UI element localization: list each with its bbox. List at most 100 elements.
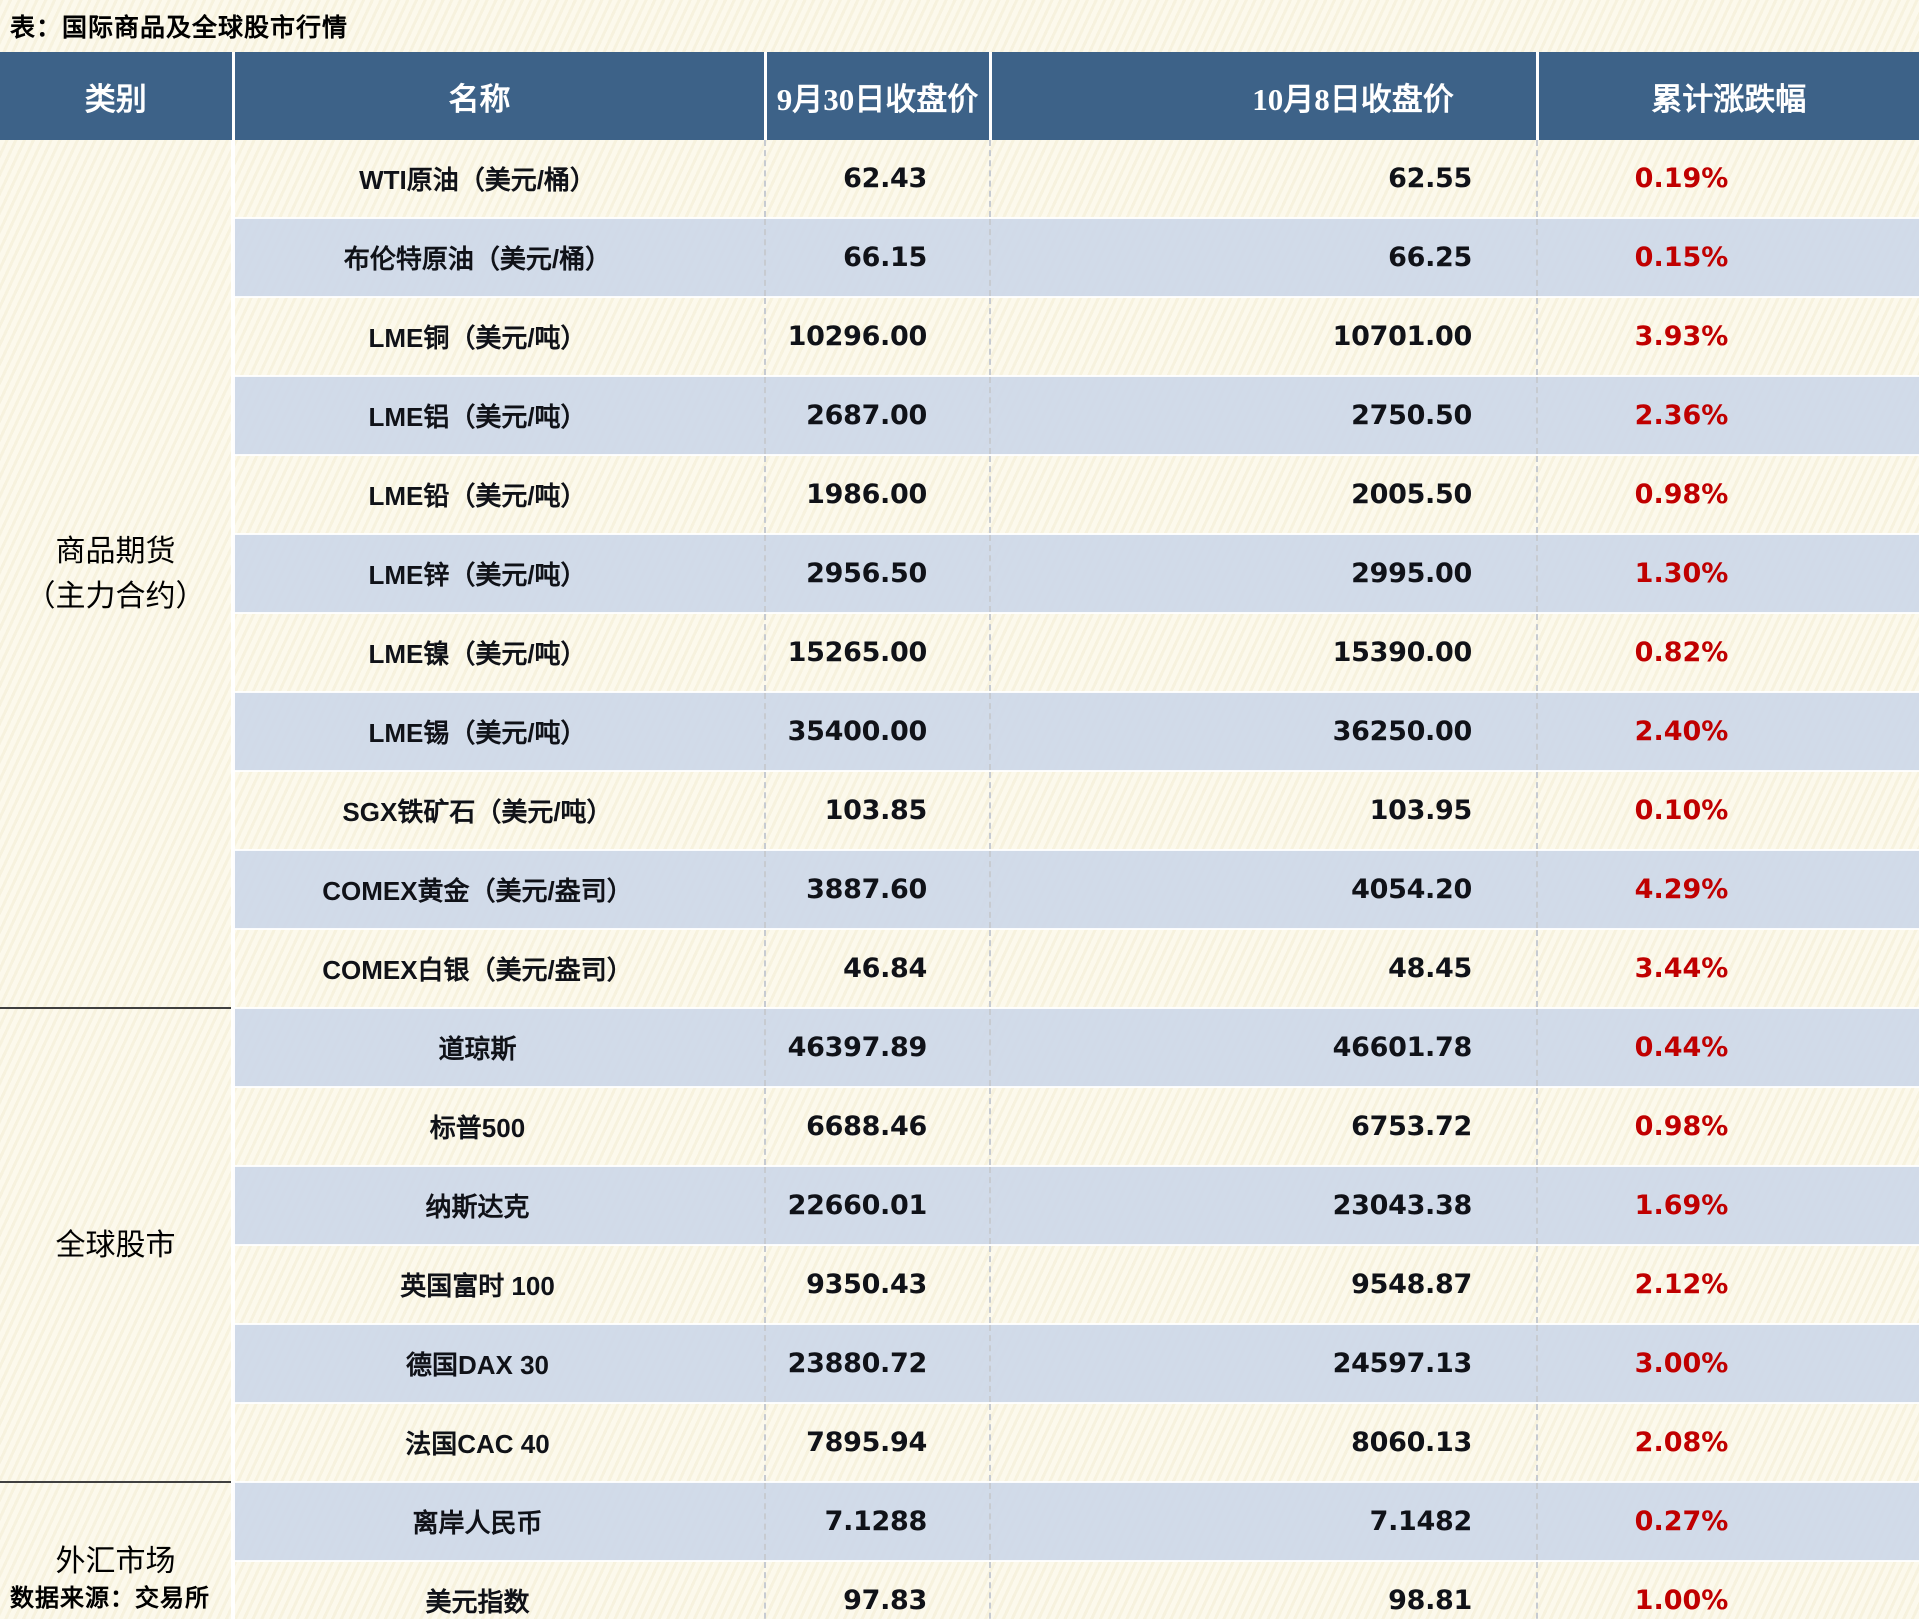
table-row: 标普500 6688.46 6753.72 0.98%	[0, 1087, 1919, 1167]
cell-close-1008: 48.45	[990, 929, 1538, 1009]
header-close-0930: 9月30日收盘价	[765, 52, 992, 140]
header-row: 类别 名称 9月30日收盘价 10月8日收盘价 累计涨跌幅	[0, 52, 1919, 140]
cell-close-0930: 7.1288	[765, 1482, 991, 1562]
cell-change-pct: 0.19%	[1537, 140, 1919, 219]
cell-close-1008: 2005.50	[990, 455, 1538, 535]
cell-close-1008: 36250.00	[990, 692, 1538, 772]
cell-close-1008: 24597.13	[990, 1324, 1538, 1404]
cell-close-0930: 22660.01	[765, 1166, 991, 1246]
cell-name: SGX铁矿石（美元/吨）	[233, 771, 766, 851]
table-row: SGX铁矿石（美元/吨） 103.85 103.95 0.10%	[0, 771, 1919, 851]
table-row: 法国CAC 40 7895.94 8060.13 2.08%	[0, 1403, 1919, 1483]
cell-name: LME铜（美元/吨）	[233, 297, 766, 377]
table-row: COMEX白银（美元/盎司） 46.84 48.45 3.44%	[0, 929, 1919, 1009]
header-close-1008: 10月8日收盘价	[990, 52, 1539, 140]
cell-name: COMEX白银（美元/盎司）	[233, 929, 766, 1009]
table-row: 商品期货 （主力合约） WTI原油（美元/桶） 62.43 62.55 0.19%	[0, 140, 1919, 1008]
cell-name: LME镍（美元/吨）	[233, 613, 766, 693]
cell-close-0930: 2956.50	[765, 534, 991, 614]
category-cell: 全球股市	[0, 1007, 235, 1482]
cell-name: LME锡（美元/吨）	[233, 692, 766, 772]
cell-change-pct: 2.40%	[1537, 692, 1919, 772]
cell-close-0930: 23880.72	[765, 1324, 991, 1404]
category-label-line: 商品期货	[55, 534, 176, 568]
cell-close-0930: 46397.89	[765, 1008, 991, 1088]
cell-name: 布伦特原油（美元/桶）	[233, 218, 766, 298]
cell-name: LME锌（美元/吨）	[233, 534, 766, 614]
header-category: 类别	[0, 52, 235, 140]
cell-close-1008: 23043.38	[990, 1166, 1538, 1246]
cell-name: 德国DAX 30	[233, 1324, 766, 1404]
table-row: 外汇市场 离岸人民币 7.1288 7.1482 0.27%	[0, 1481, 1919, 1619]
table-row: 布伦特原油（美元/桶） 66.15 66.25 0.15%	[0, 218, 1919, 298]
category-label-line: （主力合约）	[25, 579, 206, 613]
cell-name: 标普500	[233, 1087, 766, 1167]
cell-close-0930: 46.84	[765, 929, 991, 1009]
cell-close-0930: 97.83	[765, 1561, 991, 1619]
cell-change-pct: 1.69%	[1537, 1166, 1919, 1246]
table-body: 商品期货 （主力合约） WTI原油（美元/桶） 62.43 62.55 0.19% 布伦特原…	[0, 140, 1919, 1619]
market-table: 类别 名称 9月30日收盘价 10月8日收盘价 累计涨跌幅 商品期货 （主力合约）…	[0, 52, 1919, 1619]
cell-close-1008: 2995.00	[990, 534, 1538, 614]
header-name: 名称	[233, 52, 767, 140]
cell-name: 英国富时 100	[233, 1245, 766, 1325]
table-row: 全球股市 道琼斯 46397.89 46601.78 0.44%	[0, 1007, 1919, 1482]
cell-close-1008: 8060.13	[990, 1403, 1538, 1483]
cell-name: WTI原油（美元/桶）	[233, 140, 766, 219]
table-row: 德国DAX 30 23880.72 24597.13 3.00%	[0, 1324, 1919, 1404]
cell-close-0930: 9350.43	[765, 1245, 991, 1325]
cell-name: 法国CAC 40	[233, 1403, 766, 1483]
category-label-line: 外汇市场	[55, 1544, 176, 1578]
cell-change-pct: 4.29%	[1537, 850, 1919, 930]
cell-close-0930: 66.15	[765, 218, 991, 298]
cell-change-pct: 0.98%	[1537, 1087, 1919, 1167]
cell-change-pct: 2.12%	[1537, 1245, 1919, 1325]
table-row: 英国富时 100 9350.43 9548.87 2.12%	[0, 1245, 1919, 1325]
cell-name: 离岸人民币	[233, 1482, 766, 1562]
table-row: LME铅（美元/吨） 1986.00 2005.50 0.98%	[0, 455, 1919, 535]
cell-close-0930: 10296.00	[765, 297, 991, 377]
category-cell: 外汇市场	[0, 1481, 235, 1619]
cell-change-pct: 2.08%	[1537, 1403, 1919, 1483]
category-label-line: 全球股市	[55, 1228, 176, 1262]
cell-close-1008: 7.1482	[990, 1482, 1538, 1562]
cell-change-pct: 2.36%	[1537, 376, 1919, 456]
table-row: LME铜（美元/吨） 10296.00 10701.00 3.93%	[0, 297, 1919, 377]
cell-close-0930: 15265.00	[765, 613, 991, 693]
table-row: 纳斯达克 22660.01 23043.38 1.69%	[0, 1166, 1919, 1246]
cell-change-pct: 3.93%	[1537, 297, 1919, 377]
cell-change-pct: 0.10%	[1537, 771, 1919, 851]
cell-name: 美元指数	[233, 1561, 766, 1619]
cell-change-pct: 0.44%	[1537, 1008, 1919, 1088]
cell-close-0930: 1986.00	[765, 455, 991, 535]
table-row: LME锌（美元/吨） 2956.50 2995.00 1.30%	[0, 534, 1919, 614]
cell-name: 纳斯达克	[233, 1166, 766, 1246]
cell-change-pct: 0.15%	[1537, 218, 1919, 298]
table-title: 表：国际商品及全球股市行情	[10, 14, 349, 42]
cell-close-0930: 7895.94	[765, 1403, 991, 1483]
cell-close-0930: 2687.00	[765, 376, 991, 456]
cell-name: LME铅（美元/吨）	[233, 455, 766, 535]
cell-change-pct: 0.82%	[1537, 613, 1919, 693]
cell-close-1008: 4054.20	[990, 850, 1538, 930]
cell-close-1008: 15390.00	[990, 613, 1538, 693]
table-row: LME铝（美元/吨） 2687.00 2750.50 2.36%	[0, 376, 1919, 456]
category-cell: 商品期货 （主力合约）	[0, 140, 235, 1008]
header-change-pct: 累计涨跌幅	[1537, 52, 1919, 140]
cell-close-0930: 103.85	[765, 771, 991, 851]
cell-close-1008: 62.55	[990, 140, 1538, 219]
cell-close-1008: 6753.72	[990, 1087, 1538, 1167]
cell-close-1008: 66.25	[990, 218, 1538, 298]
cell-change-pct: 3.44%	[1537, 929, 1919, 1009]
cell-close-0930: 62.43	[765, 140, 991, 219]
cell-change-pct: 0.98%	[1537, 455, 1919, 535]
cell-close-0930: 6688.46	[765, 1087, 991, 1167]
table-row: LME镍（美元/吨） 15265.00 15390.00 0.82%	[0, 613, 1919, 693]
cell-close-1008: 98.81	[990, 1561, 1538, 1619]
cell-close-1008: 9548.87	[990, 1245, 1538, 1325]
data-source-note: 数据来源：交易所	[10, 1585, 210, 1612]
cell-name: LME铝（美元/吨）	[233, 376, 766, 456]
table-row: COMEX黄金（美元/盎司） 3887.60 4054.20 4.29%	[0, 850, 1919, 930]
cell-change-pct: 3.00%	[1537, 1324, 1919, 1404]
